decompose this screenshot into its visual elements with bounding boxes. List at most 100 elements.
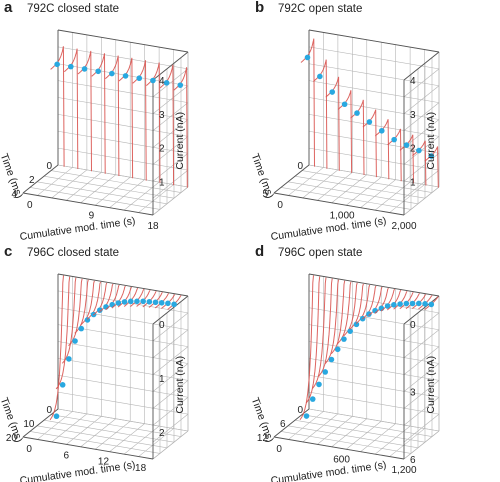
- grid-line: [50, 170, 182, 193]
- data-point: [354, 110, 360, 116]
- data-point: [115, 300, 122, 306]
- grid-line: [51, 169, 88, 199]
- grid-line: [294, 419, 426, 443]
- grid-line: [301, 414, 433, 437]
- time-tick-label: 2: [29, 175, 35, 186]
- current-tick-label: 3: [159, 110, 165, 121]
- grid-line: [57, 374, 189, 398]
- data-point: [428, 301, 435, 308]
- data-point: [309, 396, 316, 402]
- axis-edge: [152, 295, 189, 325]
- grid-line: [152, 102, 189, 131]
- axis-edge: [273, 164, 310, 194]
- current-axis-label: Current (nA): [174, 112, 186, 170]
- grid-line: [403, 430, 440, 460]
- x-tick-label: 18: [147, 221, 159, 232]
- grid-line: [294, 175, 426, 199]
- axis-edge: [273, 436, 405, 460]
- current-trace: [61, 277, 77, 364]
- axis-edge: [57, 273, 189, 297]
- panel-title: 792C open state: [278, 3, 363, 15]
- grid-line: [331, 174, 367, 204]
- data-point: [341, 101, 348, 108]
- current-trace: [399, 134, 414, 184]
- time-axis-label: Time (ms): [0, 152, 25, 200]
- data-point: [403, 142, 410, 148]
- grid-line: [57, 114, 189, 137]
- grid-line: [360, 423, 396, 452]
- current-trace: [343, 282, 358, 337]
- grid-line: [308, 391, 440, 415]
- grid-line: [301, 170, 433, 193]
- x-axis-label: Cumulative mod. time (s): [19, 459, 136, 482]
- grid-line: [288, 167, 324, 196]
- current-axis-label: Current (nA): [425, 112, 437, 170]
- data-point: [81, 66, 88, 72]
- data-point: [150, 77, 156, 84]
- grid-line: [403, 397, 440, 426]
- grid-line: [403, 85, 440, 114]
- x-axis-label: Cumulative mod. time (s): [270, 215, 387, 243]
- panel-a: a 792C closed state 0 9 18 0 2 4 1 2 3 4 Cumulativ…: [0, 0, 248, 243]
- x-tick-label: 12: [98, 457, 110, 468]
- axis-edge: [22, 408, 59, 438]
- axis-edge: [273, 192, 405, 216]
- grid-line: [302, 413, 339, 443]
- grid-line: [57, 130, 189, 154]
- current-trace: [299, 275, 314, 421]
- grid-line: [123, 181, 160, 211]
- data-point: [134, 298, 140, 305]
- panel-letter: b: [255, 0, 265, 16]
- grid-line: [308, 164, 440, 188]
- x-tick-label: 1,200: [391, 465, 416, 476]
- grid-line: [37, 167, 73, 196]
- current-tick-label: 2: [159, 428, 165, 439]
- current-tick-label: 3: [410, 388, 416, 399]
- panel-b: b 792C open state 0 1,000 2,000 0 5 1 2 3 4 Cumul…: [249, 0, 499, 243]
- x-tick-label: 6: [64, 450, 70, 461]
- time-tick-label: 0: [46, 161, 52, 172]
- data-point: [422, 301, 428, 307]
- grid-line: [403, 68, 440, 98]
- data-point: [72, 338, 78, 344]
- grid-line: [287, 425, 419, 449]
- grid-line: [57, 324, 189, 347]
- grid-line: [317, 416, 353, 445]
- current-tick-label: 1: [159, 374, 165, 385]
- grid-line: [403, 186, 440, 216]
- data-point: [397, 301, 403, 307]
- time-tick-label: 6: [280, 419, 286, 430]
- grid-line: [29, 187, 161, 210]
- data-point: [78, 325, 85, 332]
- x-axis-label: Cumulative mod. time (s): [270, 459, 387, 482]
- grid-line: [57, 341, 189, 364]
- grid-line: [288, 411, 324, 440]
- time-axis-label: Time (ms): [0, 396, 25, 444]
- grid-line: [123, 425, 160, 455]
- grid-line: [317, 172, 353, 201]
- x-tick-label: 0: [276, 444, 282, 455]
- panel-letter: d: [255, 243, 265, 260]
- grid-line: [57, 408, 189, 432]
- axis-edge: [57, 29, 189, 53]
- data-point: [54, 61, 60, 68]
- data-point: [366, 311, 372, 317]
- current-tick-label: 1: [410, 177, 416, 188]
- data-point: [165, 300, 171, 307]
- current-trace: [68, 278, 83, 346]
- time-tick-label: 12: [257, 433, 269, 444]
- grid-line: [152, 68, 189, 98]
- grid-line: [280, 187, 412, 210]
- grid-line: [280, 431, 412, 454]
- grid-line: [331, 418, 367, 448]
- grid-line: [403, 102, 440, 131]
- data-point: [53, 413, 60, 420]
- grid-line: [152, 186, 189, 216]
- data-point: [163, 80, 170, 86]
- axis-edge: [308, 29, 440, 53]
- grid-line: [152, 346, 189, 375]
